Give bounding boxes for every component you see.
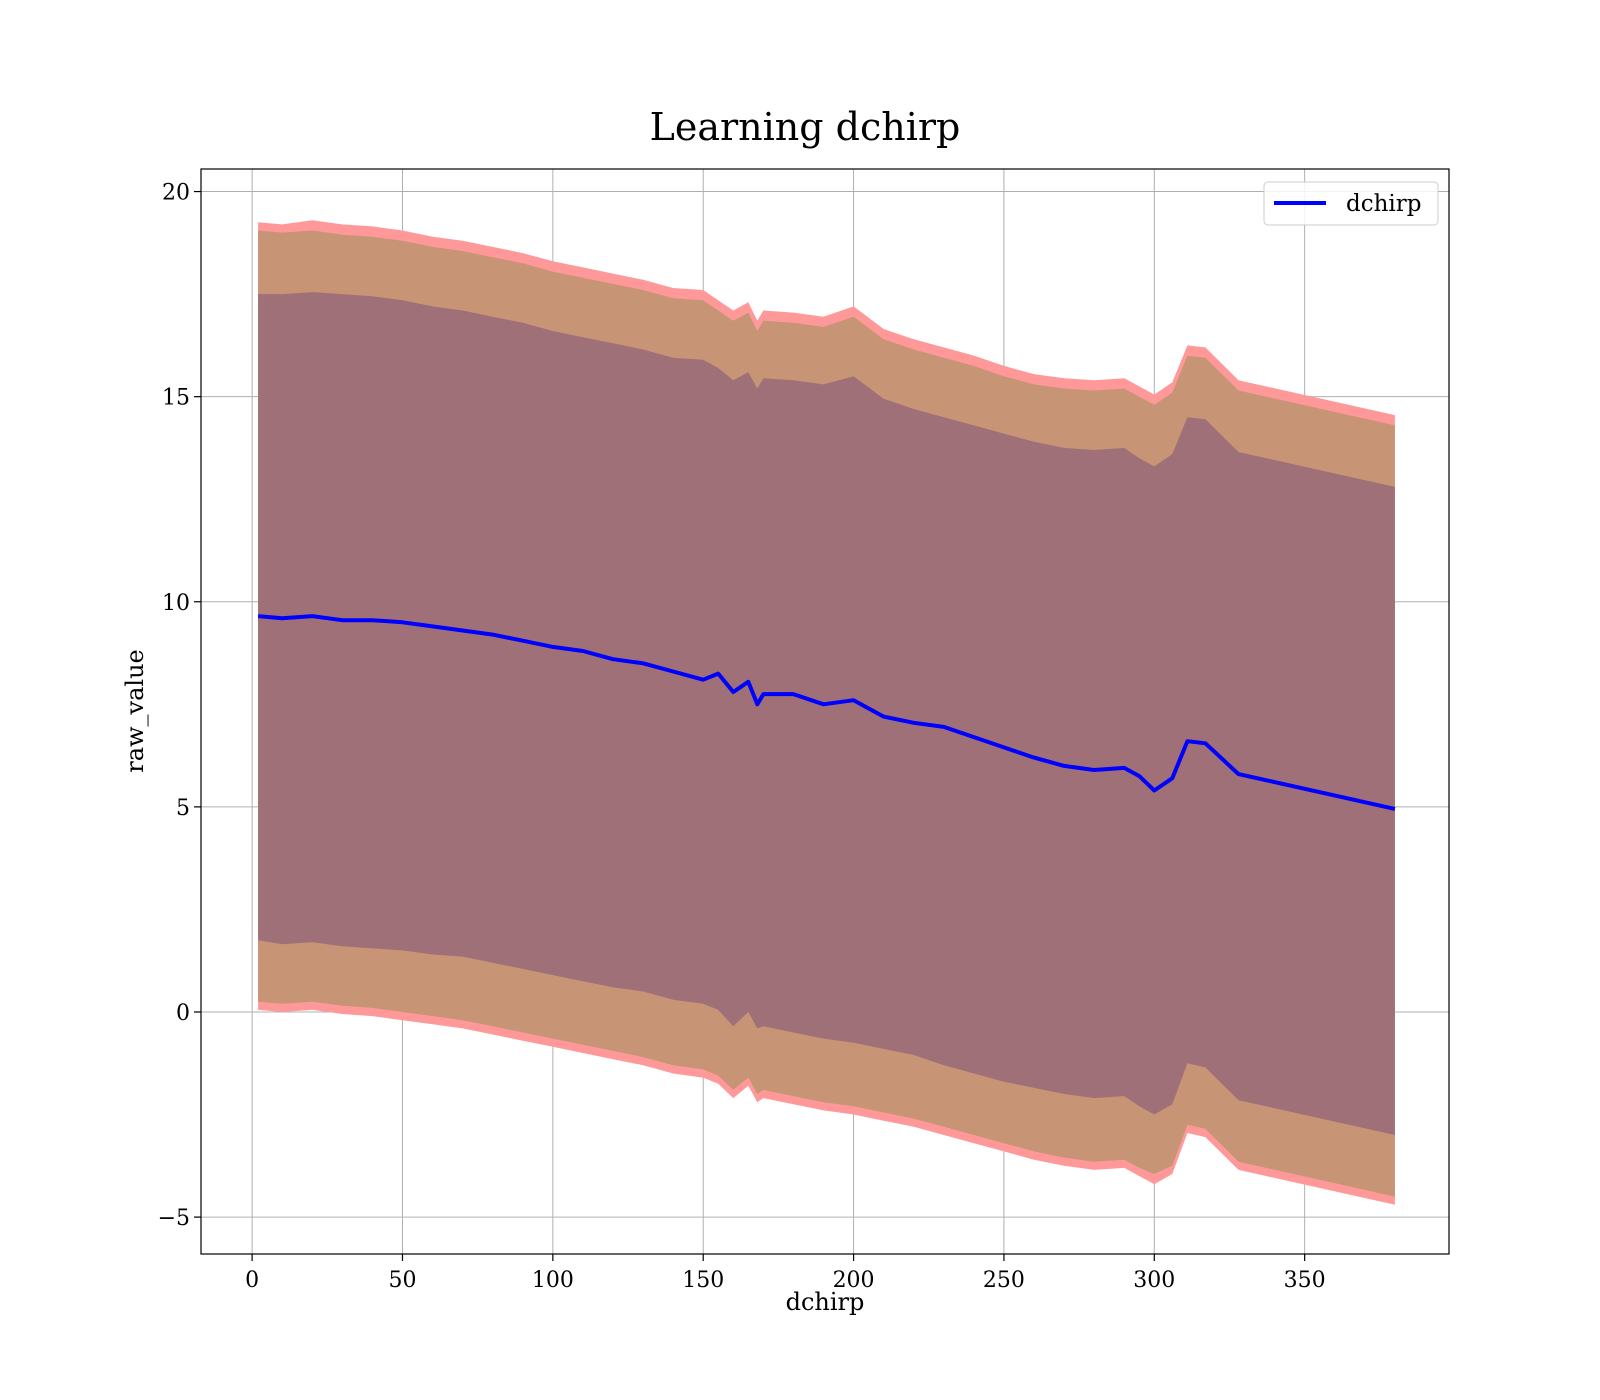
chart-title: Learning dchirp xyxy=(650,105,961,149)
y-axis-label: raw_value xyxy=(121,649,149,773)
legend-label-dchirp: dchirp xyxy=(1346,191,1422,217)
y-tick-label: 15 xyxy=(162,386,190,411)
x-tick-label: 100 xyxy=(532,1268,574,1293)
x-tick-label: 150 xyxy=(682,1268,724,1293)
legend: dchirp xyxy=(1263,181,1439,226)
series-lines xyxy=(257,614,1396,811)
x-tick-label: 250 xyxy=(983,1268,1025,1293)
y-tick-label: 5 xyxy=(176,796,190,821)
y-tick-label: 10 xyxy=(162,591,190,616)
x-tick-label: 50 xyxy=(388,1268,416,1293)
y-tick-label: 0 xyxy=(176,1001,190,1026)
axis-ticks: 0 50 100 150 200 250 300 350 −5 0 5 10 15 20 xyxy=(158,181,1326,1293)
x-tick-label: 300 xyxy=(1133,1268,1175,1293)
legend-box xyxy=(1263,181,1439,226)
x-tick-label: 0 xyxy=(245,1268,259,1293)
y-tick-label: −5 xyxy=(158,1206,190,1231)
x-axis-label: dchirp xyxy=(786,1288,865,1316)
x-tick-label: 350 xyxy=(1284,1268,1326,1293)
band-inner xyxy=(258,292,1395,1136)
y-tick-label: 20 xyxy=(162,181,190,206)
x-tick-label: 200 xyxy=(833,1268,875,1293)
series-line-dchirp xyxy=(257,614,1396,811)
confidence-bands xyxy=(258,220,1395,1205)
plot-frame xyxy=(200,168,1450,1255)
